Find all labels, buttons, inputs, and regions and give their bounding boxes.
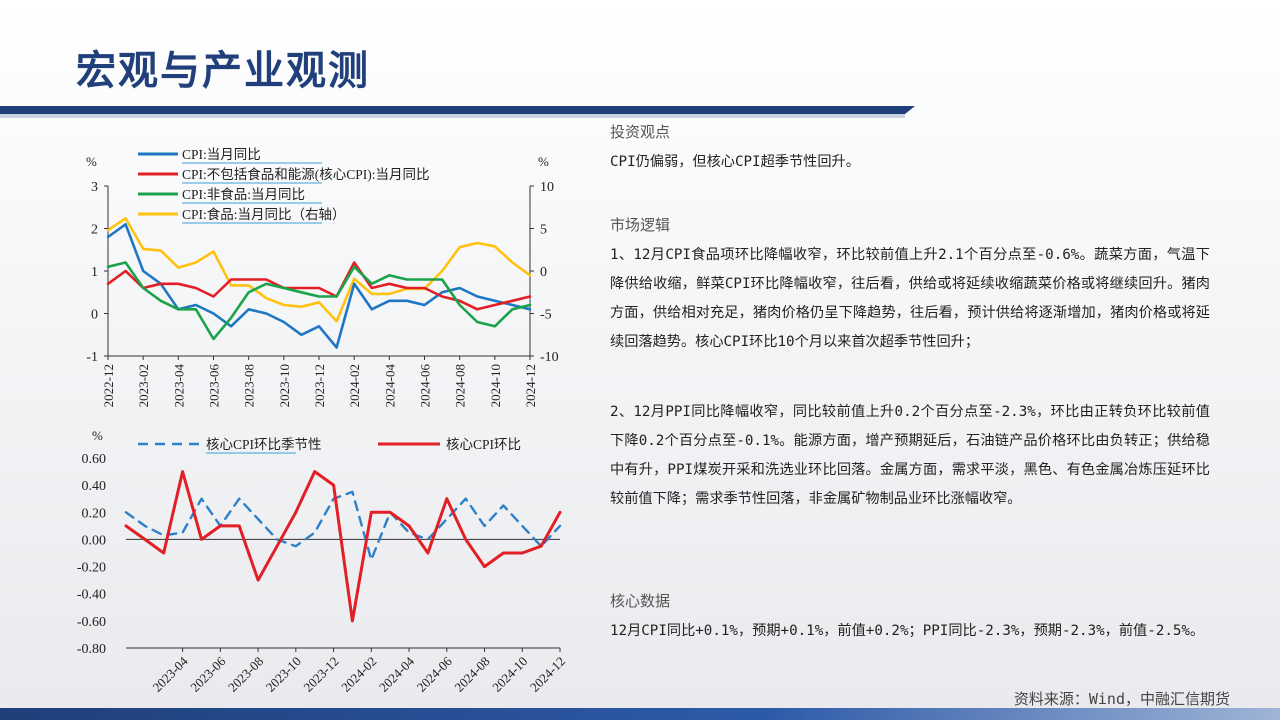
x-tick-label: 2023-10	[277, 364, 292, 407]
x-tick-label: 2024-02	[347, 364, 362, 407]
x-tick-label: 2024-06	[414, 653, 456, 695]
right-unit: %	[538, 154, 549, 169]
y-tick-label: 0.20	[82, 506, 107, 521]
x-tick-label: 2024-06	[418, 364, 433, 408]
y-tick-label-right: -10	[540, 350, 559, 365]
logic-paragraph-2: 2、12月PPI同比降幅收窄，同比较前值上升0.2个百分点至-2.3%，环比由正…	[610, 404, 1210, 507]
x-tick-label: 2023-02	[136, 364, 151, 407]
legend-label: CPI:食品:当月同比（右轴）	[182, 206, 346, 222]
x-tick-label: 2024-08	[453, 364, 468, 407]
view-text: CPI仍偏弱，但核心CPI超季节性回升。	[610, 154, 860, 170]
source-note: 资料来源：Wind，中融汇信期货	[1013, 690, 1230, 708]
x-tick-label: 2024-04	[382, 364, 397, 408]
y-tick-label: 0.60	[82, 452, 107, 467]
header-band-accent	[0, 114, 905, 118]
y-tick-label-left: 0	[91, 308, 98, 323]
x-tick-label: 2024-04	[376, 653, 418, 695]
logic-paragraph-1: 1、12月CPI食品项环比降幅收窄，环比较前值上升2.1个百分点至-0.6%。蔬…	[610, 247, 1210, 350]
legend-label: CPI:非食品:当月同比	[182, 186, 305, 202]
y-tick-label: 0.40	[82, 479, 107, 494]
data-heading: 核心数据	[610, 592, 671, 610]
y-tick-label: -0.40	[77, 588, 106, 603]
x-tick-label: 2023-04	[149, 653, 191, 695]
core-cpi-mom-chart: % 0.60 0.40 0.20 0.00 -0.20 -0.40 -0.60 -0.80 202…	[77, 428, 568, 695]
series-line	[124, 470, 562, 623]
y-tick-label-left: 1	[91, 265, 98, 280]
y-tick-label-right: -5	[540, 308, 552, 323]
view-heading: 投资观点	[610, 123, 671, 141]
x-tick-label: 2024-10	[489, 654, 530, 695]
legend-label: 核心CPI环比	[446, 437, 521, 452]
y-tick-label: 0.00	[82, 533, 107, 548]
x-tick-label: 2022-12	[101, 364, 116, 407]
series-line	[106, 223, 532, 349]
header-band-tail	[905, 106, 915, 114]
y-tick-label: -0.80	[77, 642, 106, 657]
y-tick-label-right: 0	[540, 265, 547, 280]
x-tick-label: 2023-12	[300, 654, 341, 695]
y-tick-label: -0.60	[77, 615, 106, 630]
legend-label: CPI:当月同比	[182, 147, 261, 162]
x-tick-label: 2023-08	[225, 654, 266, 695]
y-tick-label-right: 5	[540, 223, 547, 238]
x-tick-label: 2024-08	[451, 654, 492, 695]
x-tick-label: 2023-04	[171, 364, 186, 408]
y-tick-label-left: 3	[91, 180, 98, 195]
x-tick-label: 2024-12	[523, 364, 538, 407]
x-tick-label: 2024-10	[488, 364, 503, 407]
series-line	[106, 217, 532, 323]
header-band	[0, 106, 905, 114]
y-tick-label-left: 2	[91, 223, 98, 238]
x-tick-label: 2023-10	[263, 654, 304, 695]
legend-label: 核心CPI环比季节性	[206, 437, 322, 452]
y-tick-label: -0.20	[77, 561, 106, 576]
y-tick-label-right: 10	[540, 180, 554, 195]
footer-bar	[0, 708, 1280, 720]
data-text: 12月CPI同比+0.1%，预期+0.1%，前值+0.2%；PPI同比-2.3%…	[610, 623, 1205, 639]
x-tick-label: 2023-08	[242, 364, 257, 407]
page-title: 宏观与产业观测	[76, 47, 370, 94]
x-tick-label: 2023-06	[187, 653, 229, 695]
x-tick-label: 2024-12	[527, 654, 568, 695]
legend-label: CPI:不包括食品和能源(核心CPI):当月同比	[182, 166, 430, 182]
series-line	[106, 261, 532, 341]
y-unit: %	[92, 428, 103, 443]
x-tick-label: 2023-12	[312, 364, 327, 407]
left-unit: %	[86, 154, 97, 169]
x-tick-label: 2023-06	[207, 364, 222, 408]
series-line	[106, 261, 532, 311]
x-tick-label: 2024-02	[338, 654, 379, 695]
y-tick-label-left: -1	[86, 350, 98, 365]
logic-heading: 市场逻辑	[610, 216, 671, 234]
series-line	[124, 490, 562, 561]
